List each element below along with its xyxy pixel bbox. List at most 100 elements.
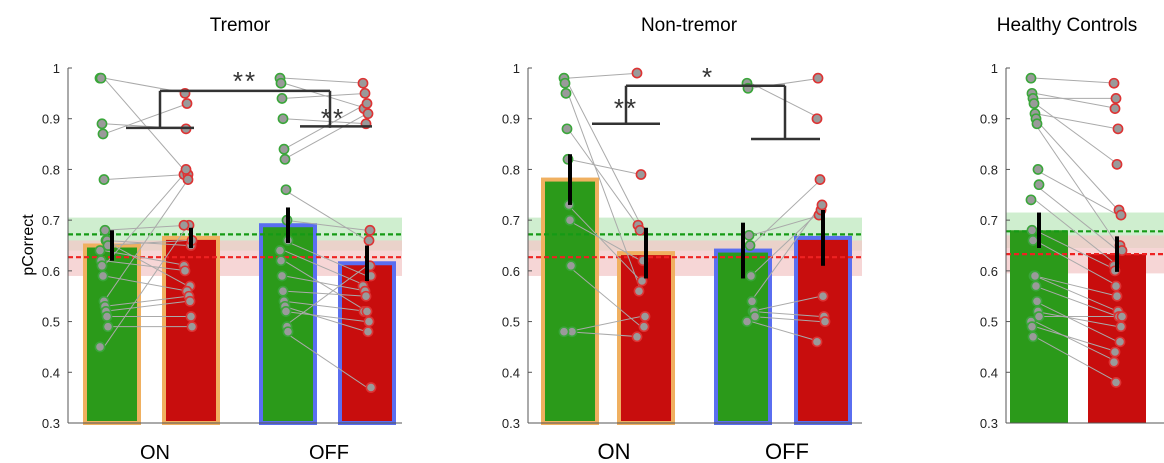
subject-line	[1034, 336, 1119, 383]
y-tick-label: 0.9	[502, 112, 520, 127]
subject-line	[283, 250, 368, 287]
y-tick-label: 0.9	[980, 112, 998, 127]
y-tick-label: 0.6	[42, 264, 60, 279]
subject-dot-red	[634, 224, 646, 236]
panel-title-tremor: Tremor	[210, 15, 271, 36]
subject-dot-green	[1026, 321, 1038, 333]
subject-line	[283, 310, 368, 323]
x-group-label-off: OFF	[765, 439, 809, 463]
subject-line	[750, 214, 822, 236]
y-tick-label: 0.6	[502, 264, 520, 279]
subject-line	[283, 113, 368, 160]
subject-line	[750, 321, 822, 343]
subject-dot-green	[94, 245, 106, 256]
subject-dot-red	[631, 67, 643, 79]
y-tick-label: 0.3	[980, 416, 998, 431]
subject-dot-green	[95, 72, 107, 84]
subject-line	[103, 275, 189, 292]
significance-stars: **	[233, 66, 257, 96]
subject-line	[283, 118, 368, 125]
subject-line	[1034, 229, 1119, 272]
subject-line	[103, 224, 189, 231]
subject-dot-red	[1116, 311, 1128, 322]
subject-line	[750, 316, 822, 323]
subject-dot-green	[1033, 311, 1045, 322]
subject-dot-green	[1032, 164, 1044, 175]
subject-dot-green	[744, 240, 756, 251]
subject-dot-red	[179, 265, 191, 277]
subject-dot-green	[1027, 331, 1039, 343]
subject-dot-red	[365, 382, 377, 393]
subject-dot-green	[564, 214, 576, 226]
subject-line	[1034, 92, 1119, 110]
y-tick-label: 0.9	[42, 112, 60, 127]
subject-dot-green	[280, 184, 292, 196]
subject-line	[750, 179, 822, 246]
subject-dot-red	[182, 174, 194, 185]
subject-dot-red	[1112, 123, 1124, 135]
subject-dot-green	[275, 77, 287, 89]
subject-dot-green	[561, 123, 573, 135]
subject-line	[1034, 321, 1119, 363]
subject-dot-green	[565, 260, 577, 272]
subject-line	[103, 260, 189, 272]
subject-line	[567, 316, 642, 333]
subject-dot-red	[1110, 93, 1122, 104]
subject-dot-green	[276, 93, 288, 104]
y-tick-label: 0.5	[502, 315, 520, 330]
subject-line	[567, 72, 642, 79]
y-tick-label: 0.7	[980, 213, 998, 228]
subject-dot-red	[1110, 377, 1122, 388]
subject-line	[1034, 239, 1119, 287]
subject-dot-red	[1111, 290, 1123, 302]
subject-dot-green	[99, 224, 111, 236]
subject-line	[103, 239, 189, 287]
y-tick-label: 0.8	[42, 162, 60, 177]
subject-dot-green	[274, 245, 286, 256]
subject-dot-green	[560, 87, 572, 99]
significance-stars: **	[614, 93, 638, 123]
panels-container: 0.3 0.4 0.5 0.6 0.7 0.8 0.9 1 ON OFF ** ** 0.3 0.4 0.5…	[42, 61, 1164, 463]
bar-green	[1010, 230, 1068, 423]
subject-dot-red	[816, 199, 828, 211]
subject-dot-red	[186, 321, 198, 333]
subject-dot-red	[1115, 321, 1127, 333]
subject-dot-green	[277, 285, 289, 297]
subject-dot-green	[96, 260, 108, 272]
subject-dot-red	[819, 316, 831, 327]
subject-line	[1034, 199, 1119, 267]
y-tick-label: 0.3	[42, 416, 60, 431]
subject-dot-green	[743, 229, 755, 241]
subject-dot-green	[280, 306, 292, 317]
subject-dot-green	[1030, 280, 1042, 292]
subject-dot-red	[631, 331, 643, 343]
subject-dot-red	[1114, 336, 1126, 348]
subject-dot-red	[817, 290, 829, 302]
subject-dot-red	[633, 285, 645, 297]
subject-dot-red	[1110, 280, 1122, 292]
subject-dot-red	[364, 224, 376, 236]
y-tick-label: 0.8	[502, 162, 520, 177]
subject-dot-red	[635, 169, 647, 180]
subject-dot-red	[1108, 77, 1120, 89]
y-tick-label: 0.4	[42, 365, 60, 380]
subject-line	[567, 265, 642, 328]
subject-dot-red	[362, 326, 374, 338]
subject-dot-red	[814, 174, 826, 185]
subject-dot-red	[639, 311, 651, 322]
subject-dot-red	[184, 295, 196, 307]
subject-dot-red	[636, 275, 648, 287]
significance-stars: **	[321, 103, 345, 133]
subject-line	[283, 260, 368, 312]
subject-line	[750, 310, 822, 317]
subject-line	[103, 300, 189, 312]
subject-line	[1034, 300, 1119, 343]
subject-dot-green	[1033, 179, 1045, 191]
subject-dot-green	[558, 326, 570, 338]
subject-line	[750, 204, 822, 302]
subject-line	[1034, 118, 1119, 211]
subject-dot-green	[101, 311, 113, 322]
subject-line	[567, 331, 642, 338]
subject-dot-green	[749, 311, 761, 322]
